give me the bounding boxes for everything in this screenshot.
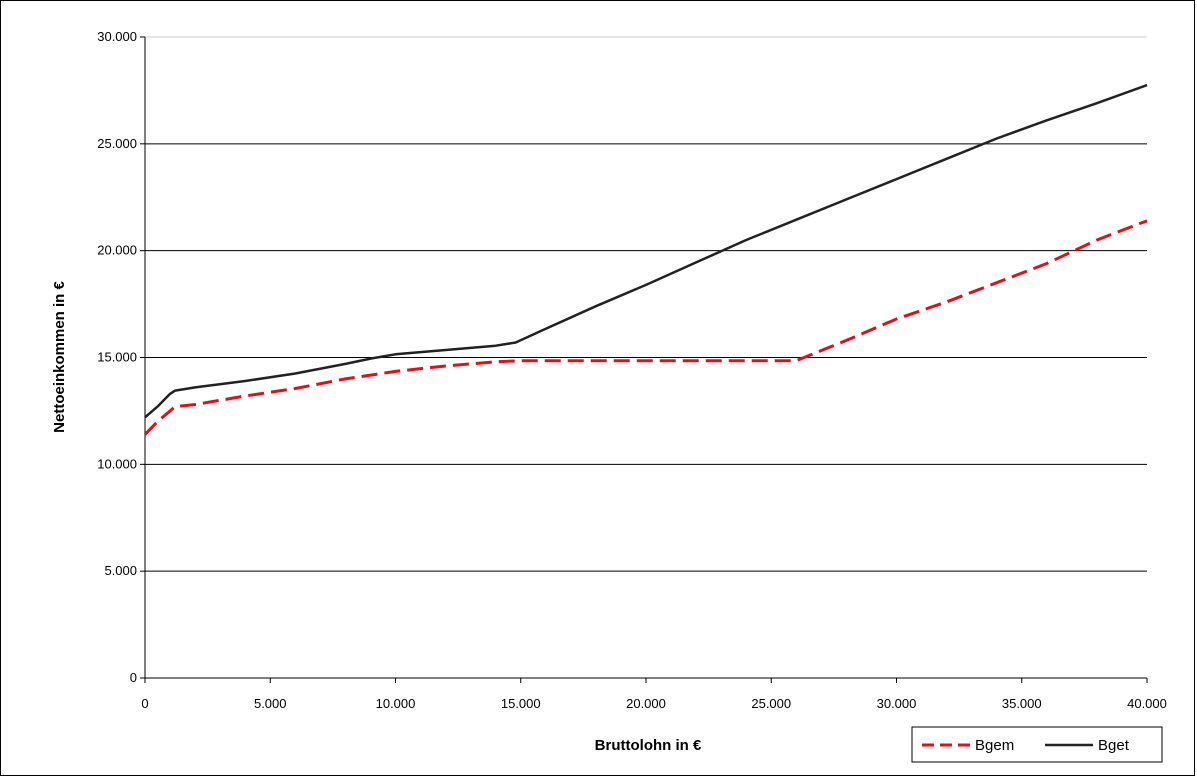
y-tick-label: 20.000	[97, 243, 137, 258]
x-tick-label: 20.000	[626, 696, 666, 711]
series-lines	[143, 83, 1148, 436]
y-axis-title: Nettoeinkommen in €	[51, 281, 68, 433]
x-tick-label: 10.000	[376, 696, 416, 711]
legend-box	[911, 726, 1163, 763]
series-line-bgem	[143, 219, 1148, 436]
y-tick-label: 30.000	[97, 29, 137, 44]
y-tick-label: 10.000	[97, 456, 137, 471]
y-tick-label: 5.000	[104, 563, 137, 578]
x-axis-title: Bruttolohn in €	[595, 737, 702, 754]
series-line-bget	[144, 83, 1148, 419]
x-tick-label: 15.000	[501, 696, 541, 711]
x-tick-label: 40.000	[1127, 696, 1167, 711]
y-tick-label: 0	[130, 670, 137, 685]
x-tick-label: 35.000	[1002, 696, 1042, 711]
legend-label-bgem: Bgem	[975, 737, 1014, 754]
x-tick-label: 30.000	[877, 696, 917, 711]
legend-label-bget: Bget	[1098, 737, 1130, 754]
y-ticks: 0 5.000 10.000 15.000 20.000 25.000 30.000	[97, 29, 145, 685]
gridlines	[145, 36, 1147, 572]
y-tick-label: 15.000	[97, 350, 137, 365]
x-tick-label: 0	[141, 696, 148, 711]
x-tick-label: 5.000	[254, 696, 287, 711]
x-tick-label: 25.000	[751, 696, 791, 711]
x-ticks: 0 5.000 10.000 15.000 20.000 25.000 30.000 35.0…	[141, 678, 1167, 711]
y-tick-label: 25.000	[97, 136, 137, 151]
legend: Bgem Bget	[911, 726, 1163, 763]
